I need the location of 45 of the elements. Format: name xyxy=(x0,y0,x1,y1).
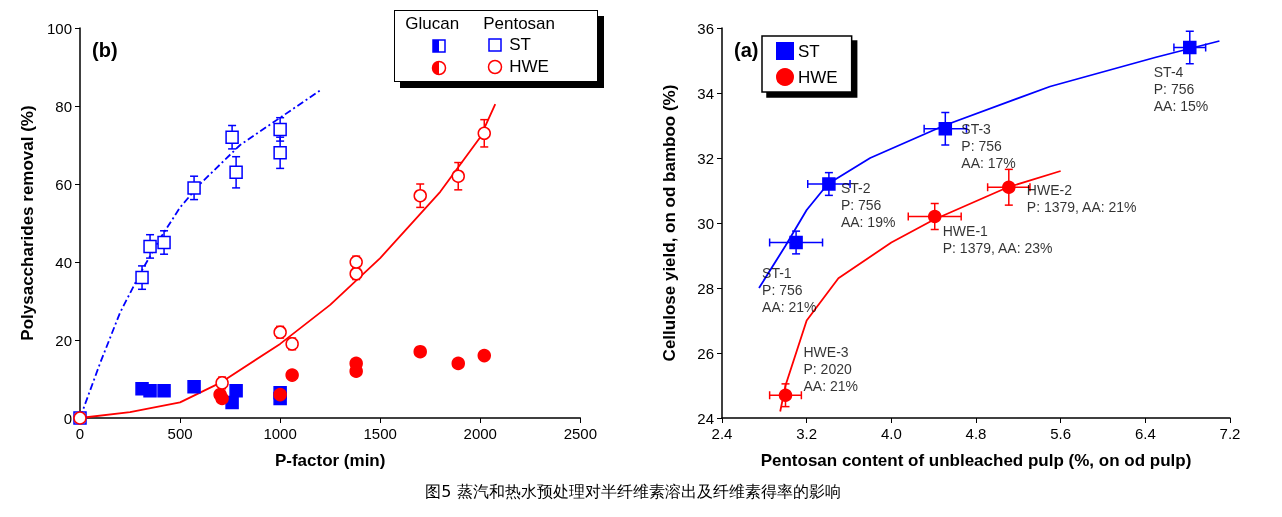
y-tick-label: 40 xyxy=(55,253,72,271)
x-tick-label: 1000 xyxy=(263,425,297,442)
annotation: ST-2 P: 756 AA: 19% xyxy=(840,179,896,230)
legend-label: ST xyxy=(509,35,531,55)
legend-label: HWE xyxy=(798,67,838,87)
x-tick-label: 1500 xyxy=(363,425,397,442)
annotation: ST-3 P: 756 AA: 17% xyxy=(961,121,1016,172)
y-tick-label: 26 xyxy=(697,344,714,362)
annotation: Glucan xyxy=(405,14,461,34)
y-tick-label: 36 xyxy=(697,19,714,37)
x-tick-label: 2000 xyxy=(463,425,497,442)
y-axis-title: Cellulose yield, on od bamboo (%) xyxy=(660,84,679,362)
y-tick-label: 20 xyxy=(55,331,72,349)
x-tick-label: 2500 xyxy=(563,425,597,442)
y-tick-label: 32 xyxy=(697,149,714,167)
annotation: ST-4 P: 756 AA: 15% xyxy=(1153,64,1209,114)
annotation: Pentosan xyxy=(482,14,556,34)
y-tick-label: 0 xyxy=(63,409,72,427)
x-tick-label: 5.6 xyxy=(1050,425,1072,442)
x-tick-label: 4.0 xyxy=(880,425,902,442)
legend-label: HWE xyxy=(509,57,549,77)
x-tick-label: 6.4 xyxy=(1134,425,1156,442)
y-tick-label: 60 xyxy=(55,175,72,193)
y-tick-label: 28 xyxy=(697,279,714,297)
y-tick-label: 34 xyxy=(697,84,714,102)
annotation: HWE-2 P: 1379, AA: 21% xyxy=(1026,181,1137,215)
x-tick-label: 4.8 xyxy=(965,425,987,442)
y-tick-label: 80 xyxy=(55,97,72,115)
annotation: (b) xyxy=(92,39,118,61)
x-tick-label: 3.2 xyxy=(796,425,818,442)
y-axis-title: Polysaccharides removal (%) xyxy=(18,105,37,341)
y-tick-label: 100 xyxy=(46,19,72,37)
y-tick-label: 24 xyxy=(697,409,714,427)
annotation: (a) xyxy=(734,39,759,61)
x-tick-label: 0 xyxy=(75,425,85,442)
legend-label: ST xyxy=(798,41,820,61)
x-axis-title: Pentosan content of unbleached pulp (%, on od pulp) xyxy=(760,451,1192,470)
annotation: HWE-3 P: 2020 AA: 21% xyxy=(803,343,858,394)
x-tick-label: 2.4 xyxy=(711,425,733,442)
y-tick-label: 30 xyxy=(697,214,714,232)
x-axis-title: P-factor (min) xyxy=(274,451,386,470)
caption: 图5 蒸汽和热水预处理对半纤维素溶出及纤维素得率的影响 xyxy=(424,482,842,503)
annotation: HWE-1 P: 1379, AA: 23% xyxy=(942,223,1053,256)
x-tick-label: 7.2 xyxy=(1219,425,1241,442)
x-tick-label: 500 xyxy=(167,425,193,442)
